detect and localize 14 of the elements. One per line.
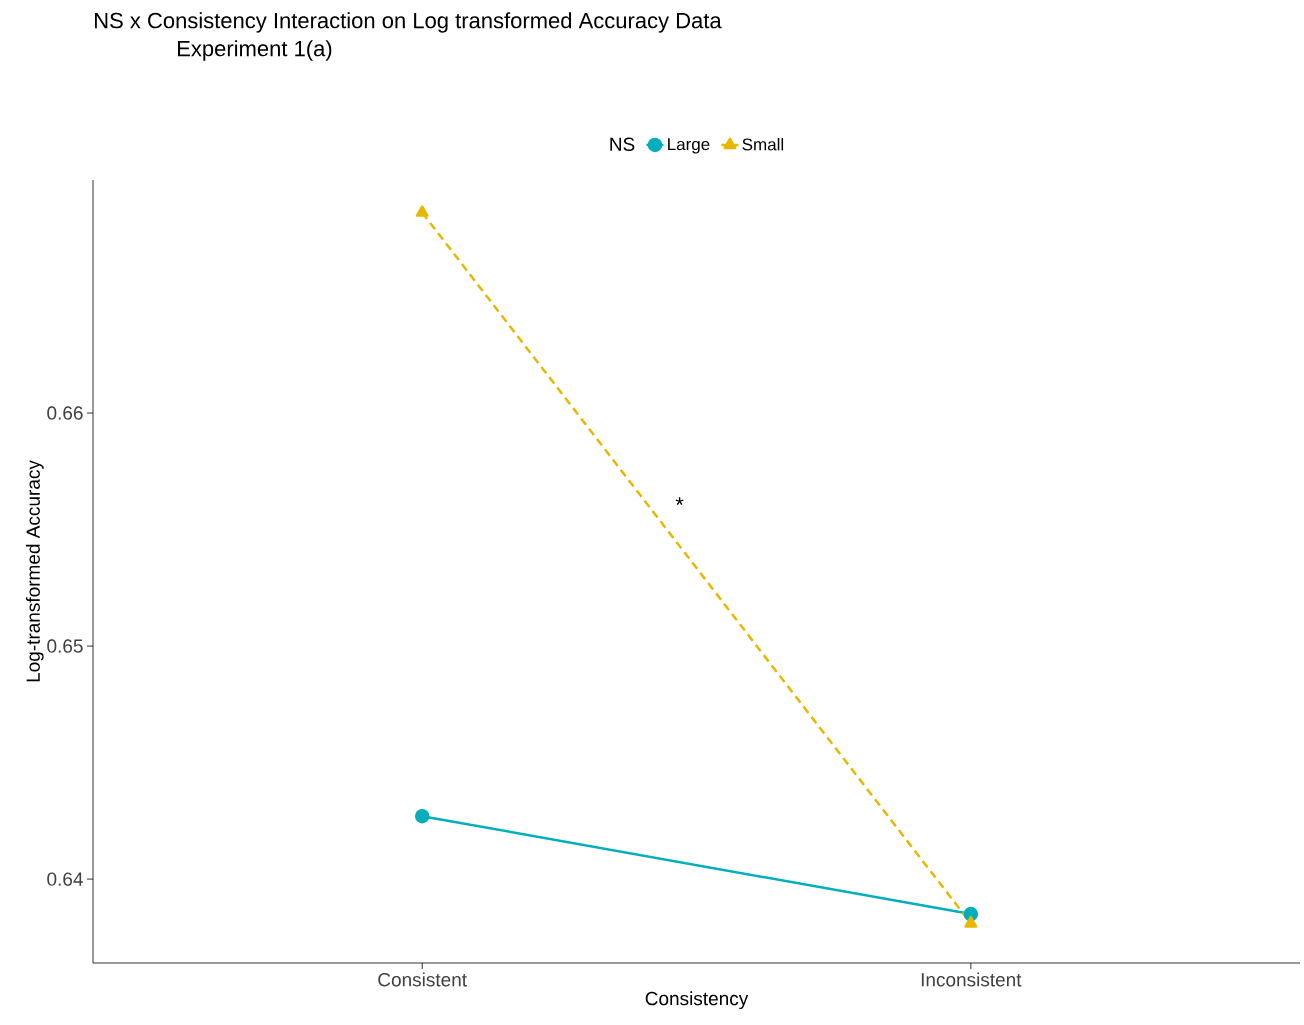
- y-tick-label: 0.65: [47, 639, 83, 653]
- y-axis-title: Log-transformed Accuracy: [25, 460, 44, 682]
- point: [414, 808, 430, 824]
- chart-title: NS x Consistency Interaction on Log transformed Accuracy Data: [95, 12, 722, 33]
- legend-label: Small: [742, 138, 784, 151]
- x-tick-label: Consistent: [378, 972, 467, 987]
- annotation: *: [675, 497, 684, 506]
- y-tick-label: 0.66: [47, 406, 83, 420]
- x-axis-title: Consistency: [645, 991, 749, 1010]
- y-tick-label: 0.64: [47, 872, 83, 886]
- legend-title: NS: [610, 137, 635, 151]
- chart-subtitle: Experiment 1(a): [178, 40, 332, 61]
- legend-label: Large: [668, 138, 710, 154]
- x-tick-label: Inconsistent: [921, 972, 1022, 987]
